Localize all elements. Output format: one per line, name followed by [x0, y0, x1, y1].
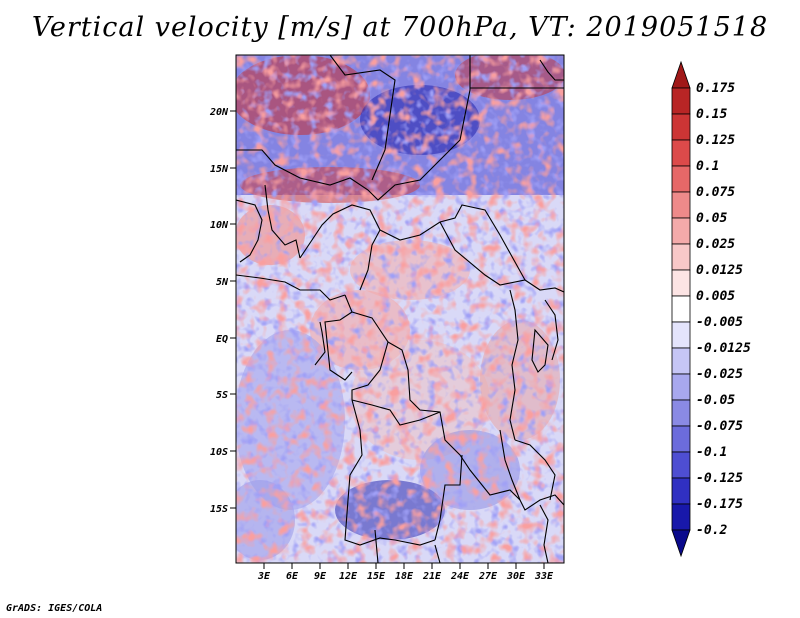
- colorbar-label: 0.175: [696, 81, 735, 96]
- colorbar-swatch: [671, 269, 691, 297]
- colorbar-label: -0.0125: [696, 341, 751, 356]
- colorbar: 0.175 0.15 0.125 0.1 0.075 0.05 0.025 0.…: [671, 60, 751, 558]
- lon-label-6e: 6E: [286, 571, 299, 582]
- colorbar-label: -0.175: [696, 497, 743, 512]
- colorbar-swatch: [671, 373, 691, 401]
- colorbar-label: -0.1: [696, 445, 727, 460]
- lat-label-eq: EQ: [216, 334, 228, 345]
- colorbar-label: 0.05: [696, 211, 727, 226]
- colorbar-swatch: [671, 60, 691, 89]
- colorbar-label: 0.075: [696, 185, 735, 200]
- colorbar-swatch: [671, 295, 691, 323]
- colorbar-label: 0.125: [696, 133, 735, 148]
- lon-label-3e: 3E: [257, 571, 271, 582]
- colorbar-swatch: [671, 139, 691, 167]
- lon-label-18e: 18E: [395, 571, 414, 582]
- colorbar-swatch: [671, 321, 691, 349]
- colorbar-swatch: [671, 425, 691, 453]
- colorbar-label: -0.005: [696, 315, 743, 330]
- colorbar-label: -0.025: [696, 367, 743, 382]
- colorbar-label: 0.15: [696, 107, 727, 122]
- latitude-axis: 20N 15N 10N 5N EQ 5S 10S 15S: [209, 107, 236, 515]
- colorbar-swatch: [671, 191, 691, 219]
- colorbar-swatch: [671, 477, 691, 505]
- colorbar-swatch: [671, 243, 691, 271]
- lat-label-10n: 10N: [210, 220, 229, 231]
- lon-label-12e: 12E: [339, 571, 358, 582]
- lat-label-15n: 15N: [210, 164, 229, 175]
- page-title: Vertical velocity [m/s] at 700hPa, VT: 2…: [31, 12, 769, 43]
- lon-label-24e: 24E: [450, 571, 470, 582]
- lon-label-30e: 30E: [506, 571, 526, 582]
- colorbar-label: -0.2: [696, 523, 727, 538]
- country-borders: [236, 55, 564, 563]
- grads-credit: GrADS: IGES/COLA: [6, 603, 103, 614]
- colorbar-label: 0.1: [696, 159, 719, 174]
- colorbar-swatch: [671, 165, 691, 193]
- colorbar-swatch: [671, 399, 691, 427]
- map-frame: [235, 54, 565, 564]
- colorbar-label: 0.025: [696, 237, 735, 252]
- lon-label-15e: 15E: [367, 571, 386, 582]
- colorbar-swatch: [671, 217, 691, 245]
- colorbar-swatch: [671, 503, 691, 531]
- lat-label-10s: 10S: [210, 447, 228, 458]
- colorbar-cells: [671, 60, 691, 558]
- colorbar-swatch: [671, 87, 691, 115]
- colorbar-label: -0.125: [696, 471, 743, 486]
- lat-label-5s: 5S: [216, 390, 228, 401]
- velocity-field: [236, 55, 564, 563]
- lon-label-9e: 9E: [314, 571, 327, 582]
- lat-label-20n: 20N: [209, 107, 229, 118]
- colorbar-label: -0.05: [696, 393, 735, 408]
- colorbar-swatch: [671, 113, 691, 141]
- lon-label-33e: 33E: [534, 571, 554, 582]
- colorbar-label: 0.005: [696, 289, 735, 304]
- colorbar-swatch: [671, 347, 691, 375]
- lat-label-5n: 5N: [216, 277, 229, 288]
- lon-label-27e: 27E: [478, 571, 498, 582]
- colorbar-swatch: [671, 451, 691, 479]
- lon-label-21e: 21E: [422, 571, 442, 582]
- colorbar-label: -0.075: [696, 419, 743, 434]
- longitude-axis: 3E 6E 9E 12E 15E 18E 21E 24E 27E 30E 33E: [257, 563, 554, 582]
- lat-label-15s: 15S: [210, 504, 228, 515]
- colorbar-swatch: [671, 529, 691, 558]
- colorbar-label: 0.0125: [696, 263, 743, 278]
